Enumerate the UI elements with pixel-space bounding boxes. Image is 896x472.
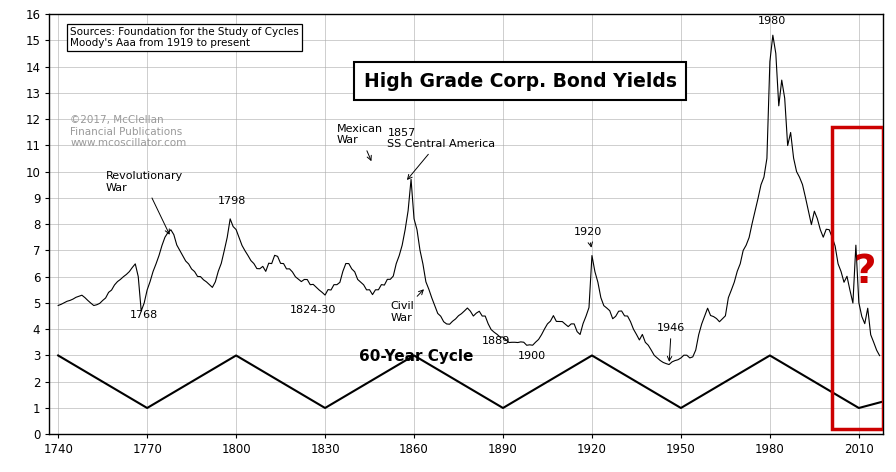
Text: 1768: 1768 bbox=[129, 310, 158, 320]
Text: 1980: 1980 bbox=[758, 16, 787, 26]
Text: ©2017, McClellan
Financial Publications
www.mcoscillator.com: ©2017, McClellan Financial Publications … bbox=[70, 115, 186, 148]
Bar bbox=[832, 127, 883, 429]
Text: 1824-30: 1824-30 bbox=[289, 305, 336, 315]
Text: 1920: 1920 bbox=[574, 228, 602, 247]
Text: ?: ? bbox=[854, 253, 876, 291]
Text: 1889: 1889 bbox=[482, 336, 511, 346]
Text: Mexican
War: Mexican War bbox=[337, 124, 383, 160]
Text: 1946: 1946 bbox=[657, 323, 685, 361]
Text: 60-Year Cycle: 60-Year Cycle bbox=[358, 349, 473, 364]
Text: High Grade Corp. Bond Yields: High Grade Corp. Bond Yields bbox=[364, 72, 676, 91]
Text: 1798: 1798 bbox=[219, 196, 246, 206]
Text: Revolutionary
War: Revolutionary War bbox=[106, 171, 183, 234]
Text: 1857
SS Central America: 1857 SS Central America bbox=[387, 128, 495, 179]
Text: 1900: 1900 bbox=[518, 351, 546, 361]
Text: Civil
War: Civil War bbox=[391, 290, 423, 323]
Text: Sources: Foundation for the Study of Cycles
Moody's Aaa from 1919 to present: Sources: Foundation for the Study of Cyc… bbox=[70, 27, 299, 48]
